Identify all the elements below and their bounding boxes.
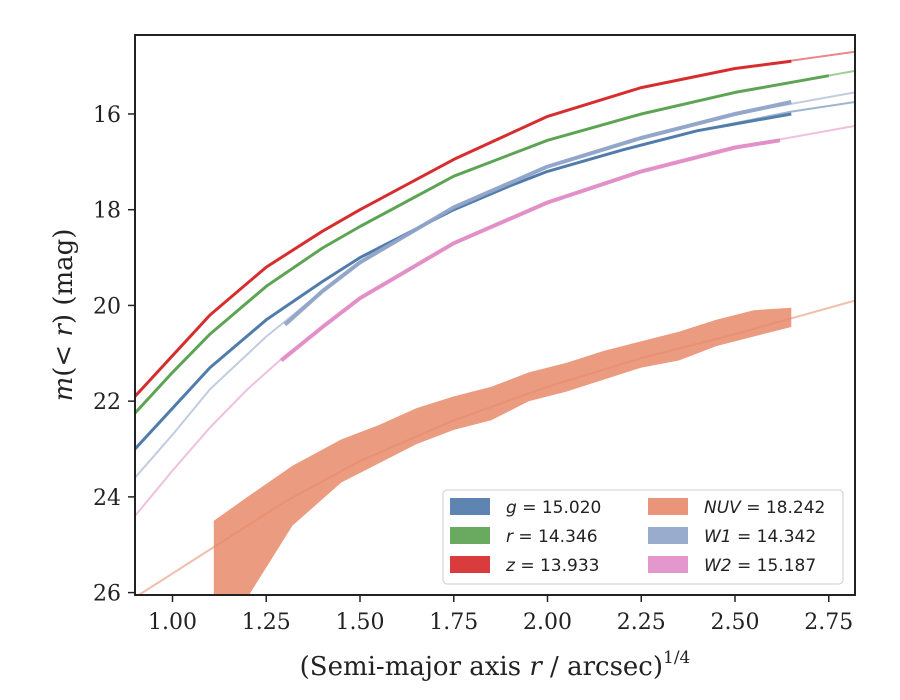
legend-swatch-nuv (648, 498, 688, 515)
series-r-data-curve (135, 74, 830, 415)
legend-swatch-z (450, 556, 490, 573)
legend-label-w1: W1 = 14.342 (704, 527, 816, 547)
series-z-data-curve (135, 59, 792, 398)
legend-frame (442, 489, 844, 585)
legend-swatch-w1 (648, 527, 688, 544)
y-tick-label: 26 (93, 582, 121, 607)
series-nuv-model-line (136, 299, 855, 595)
legend-swatch-g (450, 498, 490, 515)
legend-swatch-r (450, 527, 490, 544)
series-layer (135, 50, 855, 595)
x-axis-label: (Semi-major axis r / arcsec)1/4 (300, 648, 691, 682)
y-tick-label: 22 (93, 390, 121, 415)
x-axis-label-exponent: 1/4 (663, 648, 690, 668)
x-tick-label: 2.00 (523, 610, 572, 635)
legend-swatch-w2 (648, 556, 688, 573)
legend-label-r: r = 14.346 (506, 527, 598, 547)
series-w1-data-curve (283, 100, 792, 327)
y-axis-ticks: 16 18 20 22 24 26 (93, 103, 135, 607)
legend-label-w2: W2 = 15.187 (704, 556, 816, 576)
y-tick-label: 16 (93, 103, 121, 128)
y-axis-label: m(< r) (mag) (49, 229, 79, 402)
y-tick-label: 18 (93, 199, 121, 224)
legend-label-g: g = 15.020 (506, 498, 601, 518)
x-tick-label: 1.75 (429, 610, 478, 635)
x-tick-label: 2.50 (711, 610, 760, 635)
legend: g = 15.020 r = 14.346 z = 13.933 NUV = 18.2… (442, 489, 844, 585)
legend-label-z: z = 13.933 (505, 556, 599, 576)
plot-frame (134, 34, 856, 596)
x-tick-label: 1.00 (148, 610, 197, 635)
x-axis-ticks: 1.00 1.25 1.50 1.75 2.00 2.25 2.50 2.75 (148, 595, 853, 635)
legend-label-nuv: NUV = 18.242 (704, 498, 825, 518)
y-tick-label: 24 (93, 486, 121, 511)
y-tick-label: 20 (93, 294, 121, 319)
series-w2-data-curve (280, 138, 781, 363)
x-tick-label: 1.25 (242, 610, 291, 635)
x-tick-label: 2.75 (804, 610, 853, 635)
series-nuv-uncertainty-band (213, 307, 792, 595)
x-tick-label: 1.50 (336, 610, 385, 635)
x-tick-label: 2.25 (617, 610, 666, 635)
